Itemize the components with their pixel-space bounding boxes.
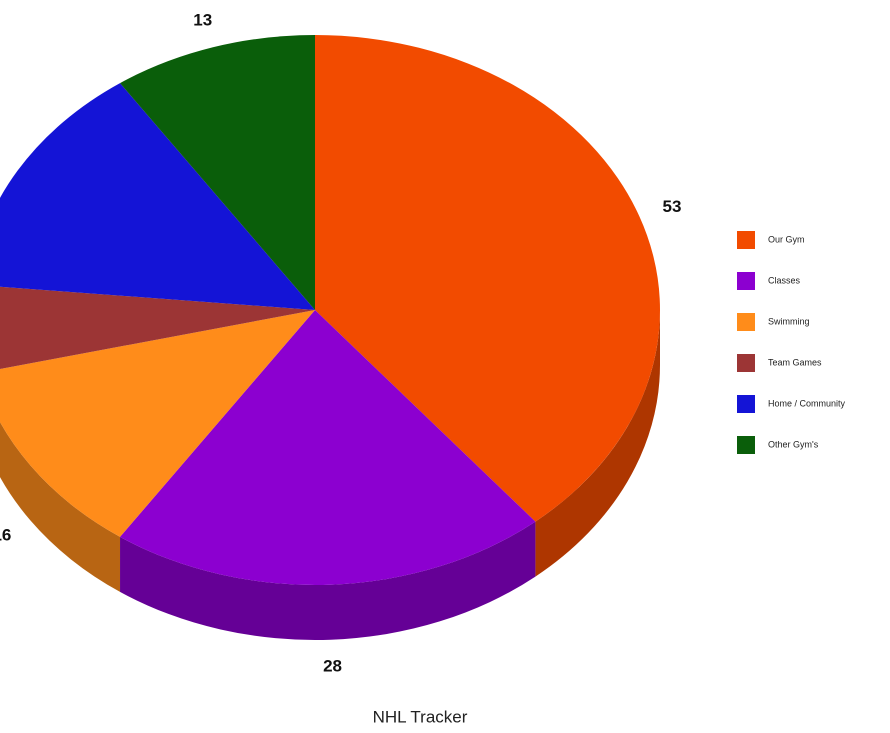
legend-label: Other Gym's	[768, 439, 819, 449]
pie-sides	[0, 310, 660, 641]
pie-slice	[120, 310, 536, 586]
pie-slice-side	[0, 422, 121, 592]
value-label: 53	[662, 197, 681, 216]
pie-slice	[0, 286, 315, 370]
value-label: 13	[193, 11, 212, 30]
legend-swatch	[737, 354, 755, 372]
legend-swatch	[737, 313, 755, 331]
pie-slice	[315, 35, 661, 522]
pie-slice	[0, 310, 315, 537]
legend-label: Home / Community	[768, 398, 846, 408]
pie-tops	[0, 35, 661, 586]
pie-slice	[120, 35, 315, 310]
chart-title: NHL Tracker	[373, 707, 468, 726]
legend-label: Team Games	[768, 357, 822, 367]
pie-slice	[0, 83, 315, 310]
legend-swatch	[737, 272, 755, 290]
legend: Our Gym Classes Swimming Team Games Home / C…	[737, 231, 846, 454]
legend-swatch	[737, 231, 755, 249]
pie-slice-side	[120, 521, 536, 641]
value-label: 28	[323, 657, 342, 676]
legend-swatch	[737, 395, 755, 413]
legend-label: Our Gym	[768, 234, 805, 244]
legend-swatch	[737, 436, 755, 454]
value-label: 16	[0, 525, 11, 544]
value-labels: 53281671913	[0, 11, 681, 676]
legend-label: Swimming	[768, 316, 810, 326]
pie-slice-side	[535, 310, 660, 577]
legend-label: Classes	[768, 275, 801, 285]
